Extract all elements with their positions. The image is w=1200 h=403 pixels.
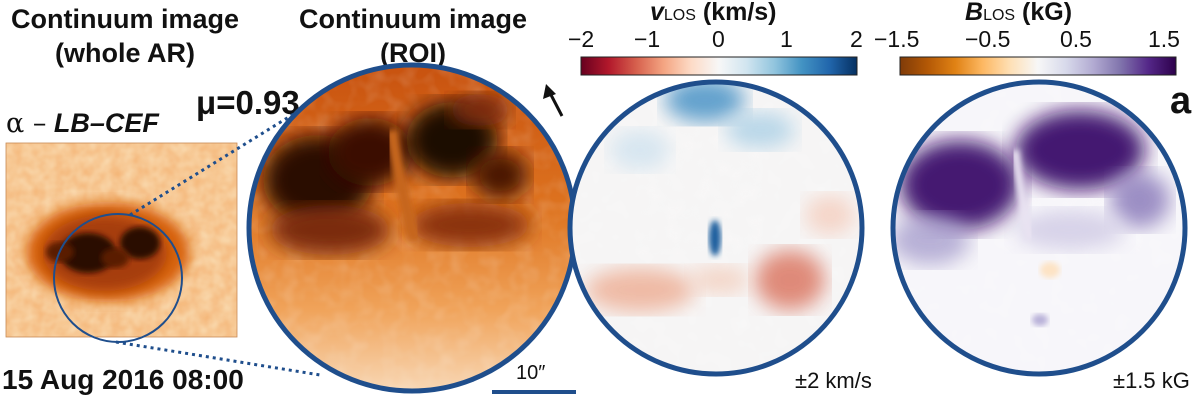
blos-subscript: LOS [983, 7, 1016, 24]
region-label: α – LB–CEF [6, 108, 159, 139]
blos-saturation-label: ±1.5 kG [1113, 368, 1190, 393]
whole-ar-title-line2: (whole AR) [55, 38, 195, 68]
blos-colorbar [899, 56, 1177, 76]
connector-bottom [115, 340, 321, 377]
scale-bar-label: 10″ [516, 362, 546, 384]
roi-title: Continuum image (ROI) [268, 2, 558, 70]
vlos-colorbar [580, 56, 858, 76]
vlos-saturation-label: ±2 km/s [795, 368, 872, 393]
roi-title-line1: Continuum image [299, 4, 527, 34]
vlos-circle-outline [567, 79, 865, 377]
vlos-tick-1: −1 [634, 26, 661, 52]
blos-tick-1: −0.5 [965, 26, 1011, 52]
vlos-unit: (km/s) [702, 0, 777, 26]
vlos-tick-3: 1 [780, 26, 793, 52]
region-prefix: α – [6, 108, 47, 139]
blos-tick-0: −1.5 [874, 26, 920, 52]
blos-symbol: B [965, 0, 984, 26]
blos-circle-outline [890, 79, 1188, 377]
mu-label: μ=0.93 [196, 84, 300, 121]
vlos-subscript: LOS [663, 7, 696, 24]
vlos-colorbar-title: vLOS (km/s) [650, 0, 777, 27]
vlos-tick-4: 2 [850, 26, 863, 52]
blos-tick-2: 0.5 [1060, 26, 1092, 52]
blos-colorbar-title: BLOS (kG) [965, 0, 1072, 27]
panel-letter: a [1170, 80, 1192, 122]
vlos-map [570, 82, 862, 374]
roi-continuum-image [249, 65, 575, 391]
whole-ar-title-line1: Continuum image [11, 4, 239, 34]
vlos-tick-2: 0 [712, 26, 725, 52]
date-label: 15 Aug 2016 08:00 [2, 364, 244, 395]
vlos-tick-0: −2 [568, 26, 595, 52]
disk-center-arrow-icon [543, 84, 564, 117]
region-name: LB–CEF [53, 108, 159, 138]
blos-unit: (kG) [1022, 0, 1073, 26]
whole-ar-title: Continuum image (whole AR) [0, 2, 250, 70]
vlos-symbol: v [650, 0, 664, 26]
blos-tick-3: 1.5 [1148, 26, 1180, 52]
blos-map [893, 82, 1185, 374]
whole-ar-image [6, 143, 237, 337]
